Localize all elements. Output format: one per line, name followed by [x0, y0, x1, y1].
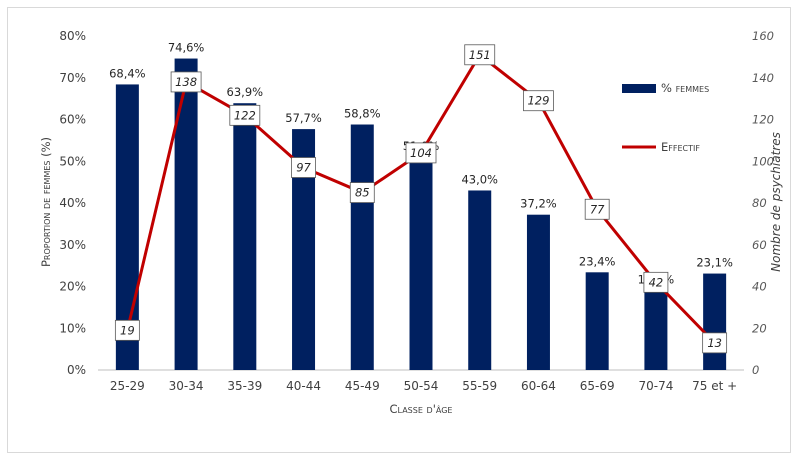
bar-data-label: 57,7% [285, 111, 322, 125]
line-label-text: 151 [469, 48, 491, 62]
y2-tick-label: 40 [752, 280, 767, 294]
legend-label-line: Effectif [661, 140, 700, 154]
line-data-label: 129 [523, 90, 554, 112]
y-tick-label: 80% [59, 29, 86, 43]
line-data-label: 19 [114, 319, 140, 341]
y-tick-label: 70% [59, 71, 86, 85]
line-data-label: 97 [291, 157, 316, 178]
y2-tick-label: 140 [752, 71, 774, 85]
line-label-text: 13 [707, 336, 722, 350]
y2-axis-title: Nombre de psychiatres [769, 132, 783, 272]
bar [644, 290, 668, 370]
line-data-label: 85 [349, 182, 375, 203]
x-tick-label: 50-54 [404, 379, 439, 393]
bar [233, 103, 257, 370]
y2-tick-label: 0 [752, 363, 759, 377]
bar [350, 124, 374, 370]
legend: % femmes Effectif [622, 81, 709, 154]
bar [703, 273, 727, 370]
line-label-box [405, 142, 437, 164]
bar [174, 58, 198, 371]
bar [585, 272, 609, 370]
bar [468, 190, 492, 370]
line-label-box [584, 198, 610, 220]
legend-swatch-bar [622, 84, 656, 93]
y-tick-label: 60% [59, 113, 86, 127]
line-label-box [229, 104, 261, 126]
y-tick-label: 0% [67, 363, 86, 377]
y2-tick-label: 60 [752, 238, 767, 252]
y2-tick-label: 80 [752, 196, 767, 210]
y2-tick-label: 20 [752, 321, 767, 335]
line-labels: 19 138 122 97 85 104 151 129 77 42 13 [114, 44, 728, 354]
legend-label-bar: % femmes [661, 81, 709, 95]
line-data-label: 77 [584, 198, 610, 220]
line-label-text: 138 [175, 75, 197, 89]
y-tick-label: 10% [59, 321, 86, 335]
y-axis-left: 0% 10% 20% 30% 40% 50% 60% 70% 80% [59, 29, 86, 377]
x-tick-label: 55-59 [462, 379, 497, 393]
line-data-label: 122 [229, 104, 261, 126]
x-tick-label: 25-29 [110, 379, 145, 393]
x-tick-label: 75 et + [692, 379, 737, 393]
line-label-box [702, 332, 728, 354]
bar [115, 84, 139, 371]
line-label-text: 122 [234, 108, 256, 122]
y2-tick-label: 160 [752, 29, 774, 43]
line-label-text: 97 [296, 161, 311, 175]
bar [526, 214, 550, 370]
bar-data-label: 23,1% [696, 256, 733, 270]
line-data-label: 138 [170, 71, 202, 93]
y-axis-title: Proportion de femmes (%) [39, 137, 53, 267]
y2-tick-label: 120 [752, 113, 774, 127]
line-data-label: 104 [405, 142, 437, 164]
y-tick-label: 40% [59, 196, 86, 210]
bar-data-label: 43,0% [461, 172, 498, 186]
bar-data-label: 74,6% [168, 41, 205, 55]
y-axis-right: 0 20 40 60 80 100 120 140 160 [752, 29, 774, 377]
line-label-text: 104 [410, 146, 432, 160]
line-data-label: 151 [464, 44, 496, 66]
x-tick-label: 30-34 [169, 379, 204, 393]
x-tick-label: 60-64 [521, 379, 556, 393]
bar-data-label: 37,2% [520, 197, 557, 211]
bar [292, 129, 316, 370]
y-tick-label: 30% [59, 238, 86, 252]
y-tick-label: 20% [59, 280, 86, 294]
line-label-text: 42 [649, 275, 664, 289]
line-label-box [464, 44, 496, 66]
y2-tick-label: 100 [752, 154, 774, 168]
line-data-label: 13 [702, 332, 728, 354]
x-tick-label: 35-39 [227, 379, 262, 393]
line-label-box [170, 71, 202, 93]
x-tick-label: 70-74 [638, 379, 673, 393]
x-tick-label: 45-49 [345, 379, 380, 393]
x-tick-label: 40-44 [286, 379, 321, 393]
line-label-text: 19 [120, 323, 135, 337]
line-label-box [349, 182, 375, 203]
line-label-box [114, 319, 140, 341]
line-label-box [643, 271, 669, 293]
y-tick-label: 50% [59, 154, 86, 168]
line-label-box [291, 157, 316, 178]
bar [409, 157, 433, 370]
line-label-text: 129 [527, 94, 549, 108]
line-label-box [523, 90, 554, 112]
x-axis-title: Classe d'âge [390, 402, 453, 416]
bar-data-label: 58,8% [344, 107, 381, 121]
line-label-text: 77 [590, 202, 605, 216]
bar-data-label: 68,4% [109, 66, 146, 80]
bar-data-label: 23,4% [579, 254, 616, 268]
x-axis: 25-29 30-34 35-39 40-44 45-49 50-54 55-59 60-64… [110, 379, 737, 393]
bar-data-label: 63,9% [227, 85, 264, 99]
bar-series [115, 58, 727, 371]
x-tick-label: 65-69 [580, 379, 615, 393]
line-label-text: 85 [355, 186, 370, 200]
line-data-label: 42 [643, 271, 669, 293]
